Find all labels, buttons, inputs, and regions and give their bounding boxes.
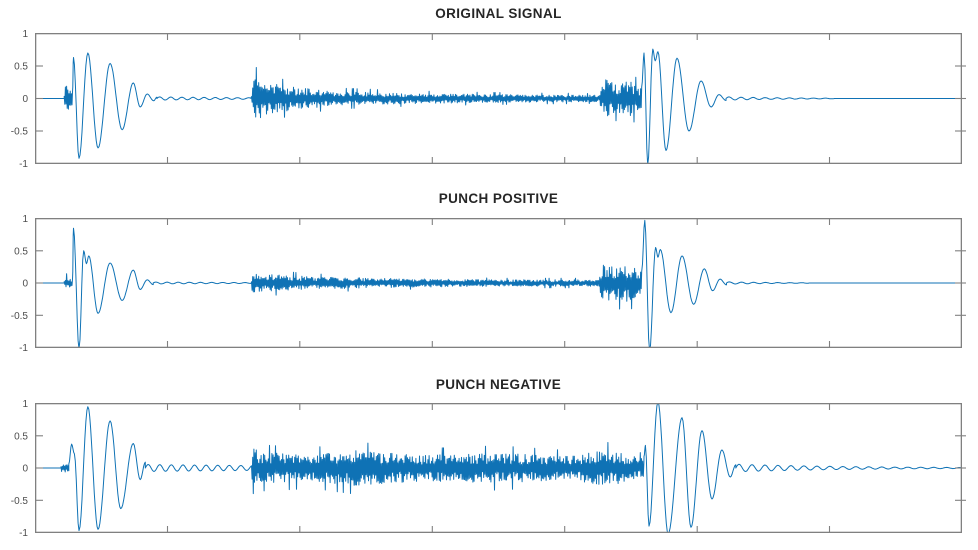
y-tick-label: 0.5 — [14, 431, 28, 442]
plot-title-original-signal: ORIGINAL SIGNAL — [435, 6, 562, 21]
y-tick-label: 1 — [22, 214, 28, 225]
y-tick-label: 0 — [22, 94, 28, 105]
signal-waveform — [35, 48, 962, 164]
y-tick-label: -1 — [19, 159, 28, 170]
waveform-group — [35, 48, 962, 164]
y-tick-label: 1 — [22, 29, 28, 40]
waveform-group — [35, 403, 962, 533]
y-tick-label: 0 — [22, 464, 28, 475]
y-tick-label: -1 — [19, 528, 28, 539]
y-tick-label: -1 — [19, 343, 28, 354]
waveform-group — [35, 219, 962, 348]
plot-title-punch-negative: PUNCH NEGATIVE — [435, 377, 562, 392]
y-tick-label: 0.5 — [14, 62, 28, 73]
plot-title-punch-positive: PUNCH POSITIVE — [438, 191, 559, 206]
waveform-plot-punch-positive: 1 0.5 0 -0.5 -1 — [11, 214, 966, 354]
signal-waveform — [35, 219, 962, 348]
waveform-plot-punch-negative: 1 0.5 0 -0.5 -1 — [11, 399, 966, 539]
y-tick-label: -0.5 — [11, 127, 29, 138]
y-tick-label: -0.5 — [11, 496, 29, 507]
y-tick-label: 0 — [22, 279, 28, 290]
y-tick-label: 0.5 — [14, 246, 28, 257]
y-tick-label: -0.5 — [11, 311, 29, 322]
y-tick-label: 1 — [22, 399, 28, 410]
signal-waveform — [35, 403, 962, 533]
waveform-plot-original-signal: 1 0.5 0 -0.5 -1 — [11, 29, 966, 170]
